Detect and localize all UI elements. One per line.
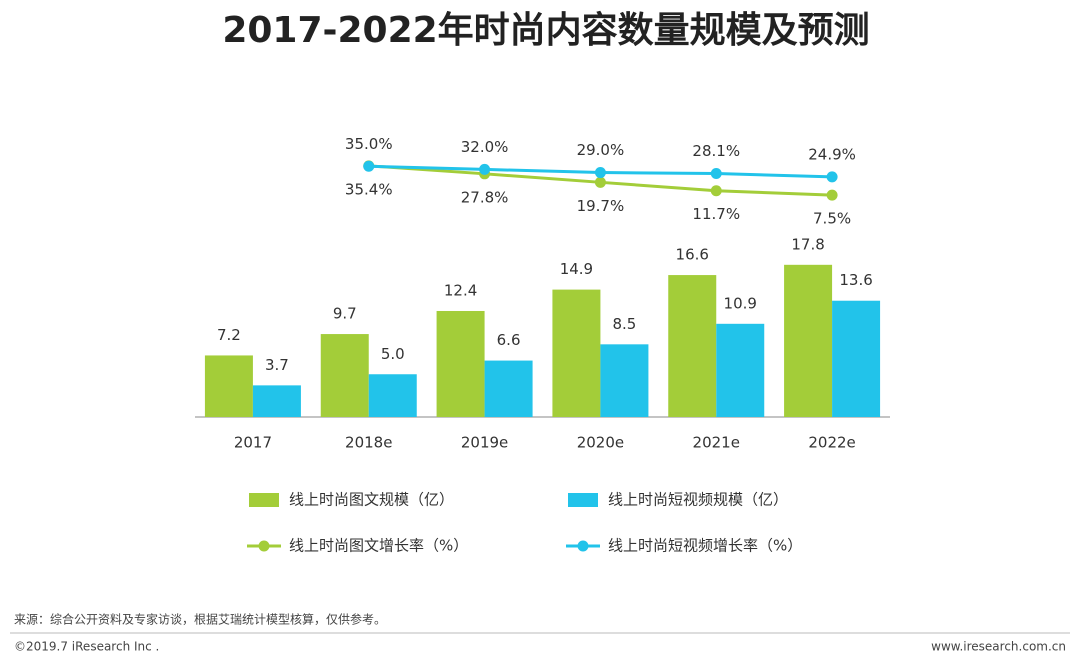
point-label: 7.5% [813, 210, 851, 228]
bar-label: 8.5 [612, 315, 636, 333]
point-label: 35.4% [345, 180, 393, 198]
point-label: 32.0% [461, 138, 509, 156]
point-label: 28.1% [692, 142, 740, 160]
bar-label: 10.9 [724, 294, 757, 312]
bar [320, 334, 369, 417]
bar [600, 344, 649, 417]
point-label: 27.8% [461, 188, 509, 206]
legend-swatch [249, 493, 279, 507]
bar-label: 5.0 [381, 345, 405, 363]
legend-label: 线上时尚短视频增长率（%） [608, 537, 802, 555]
x-tick-label: 2022e [808, 434, 855, 452]
bar-label: 9.7 [333, 305, 357, 323]
bar [552, 289, 601, 417]
bar [784, 264, 833, 417]
legend-label: 线上时尚图文规模（亿） [289, 491, 454, 509]
x-tick-label: 2021e [693, 434, 740, 452]
line-point [594, 176, 606, 188]
legend-swatch [568, 493, 598, 507]
bar [668, 275, 717, 417]
bar-label: 3.7 [265, 356, 289, 374]
legend-point [577, 540, 589, 552]
bar-label: 12.4 [444, 281, 477, 299]
line-point [594, 167, 606, 179]
line-point [826, 189, 838, 201]
bar [436, 310, 485, 417]
bar-label: 17.8 [791, 235, 824, 253]
legend-point [258, 540, 270, 552]
point-label: 19.7% [577, 197, 625, 215]
bar-label: 13.6 [839, 271, 872, 289]
point-label: 29.0% [577, 141, 625, 159]
legend-label: 线上时尚短视频规模（亿） [608, 491, 788, 509]
line-point [710, 185, 722, 197]
website: www.iresearch.com.cn [931, 640, 1066, 654]
bar [252, 385, 301, 417]
bar [204, 355, 253, 417]
bar-label: 6.6 [497, 331, 521, 349]
line-point [826, 171, 838, 183]
x-tick-label: 2020e [577, 434, 624, 452]
x-tick-label: 2018e [345, 434, 392, 452]
source-note: 来源：综合公开资料及专家访谈，根据艾瑞统计模型核算，仅供参考。 [14, 612, 386, 627]
copyright: ©2019.7 iResearch Inc . [14, 640, 159, 654]
x-tick-label: 2019e [461, 434, 508, 452]
line-point [710, 167, 722, 179]
point-label: 35.0% [345, 135, 393, 153]
bar [832, 300, 881, 417]
bar-label: 7.2 [217, 326, 241, 344]
bar [368, 374, 417, 417]
bar-label: 16.6 [676, 246, 709, 264]
chart-title: 2017-2022年时尚内容数量规模及预测 [222, 10, 869, 51]
point-label: 11.7% [692, 205, 740, 223]
line-point [363, 160, 375, 172]
bar-label: 14.9 [560, 260, 593, 278]
legend-label: 线上时尚图文增长率（%） [289, 537, 468, 555]
bar [716, 323, 765, 417]
x-tick-label: 2017 [234, 434, 272, 452]
bar [484, 360, 533, 417]
line-point [479, 163, 491, 175]
point-label: 24.9% [808, 145, 856, 163]
